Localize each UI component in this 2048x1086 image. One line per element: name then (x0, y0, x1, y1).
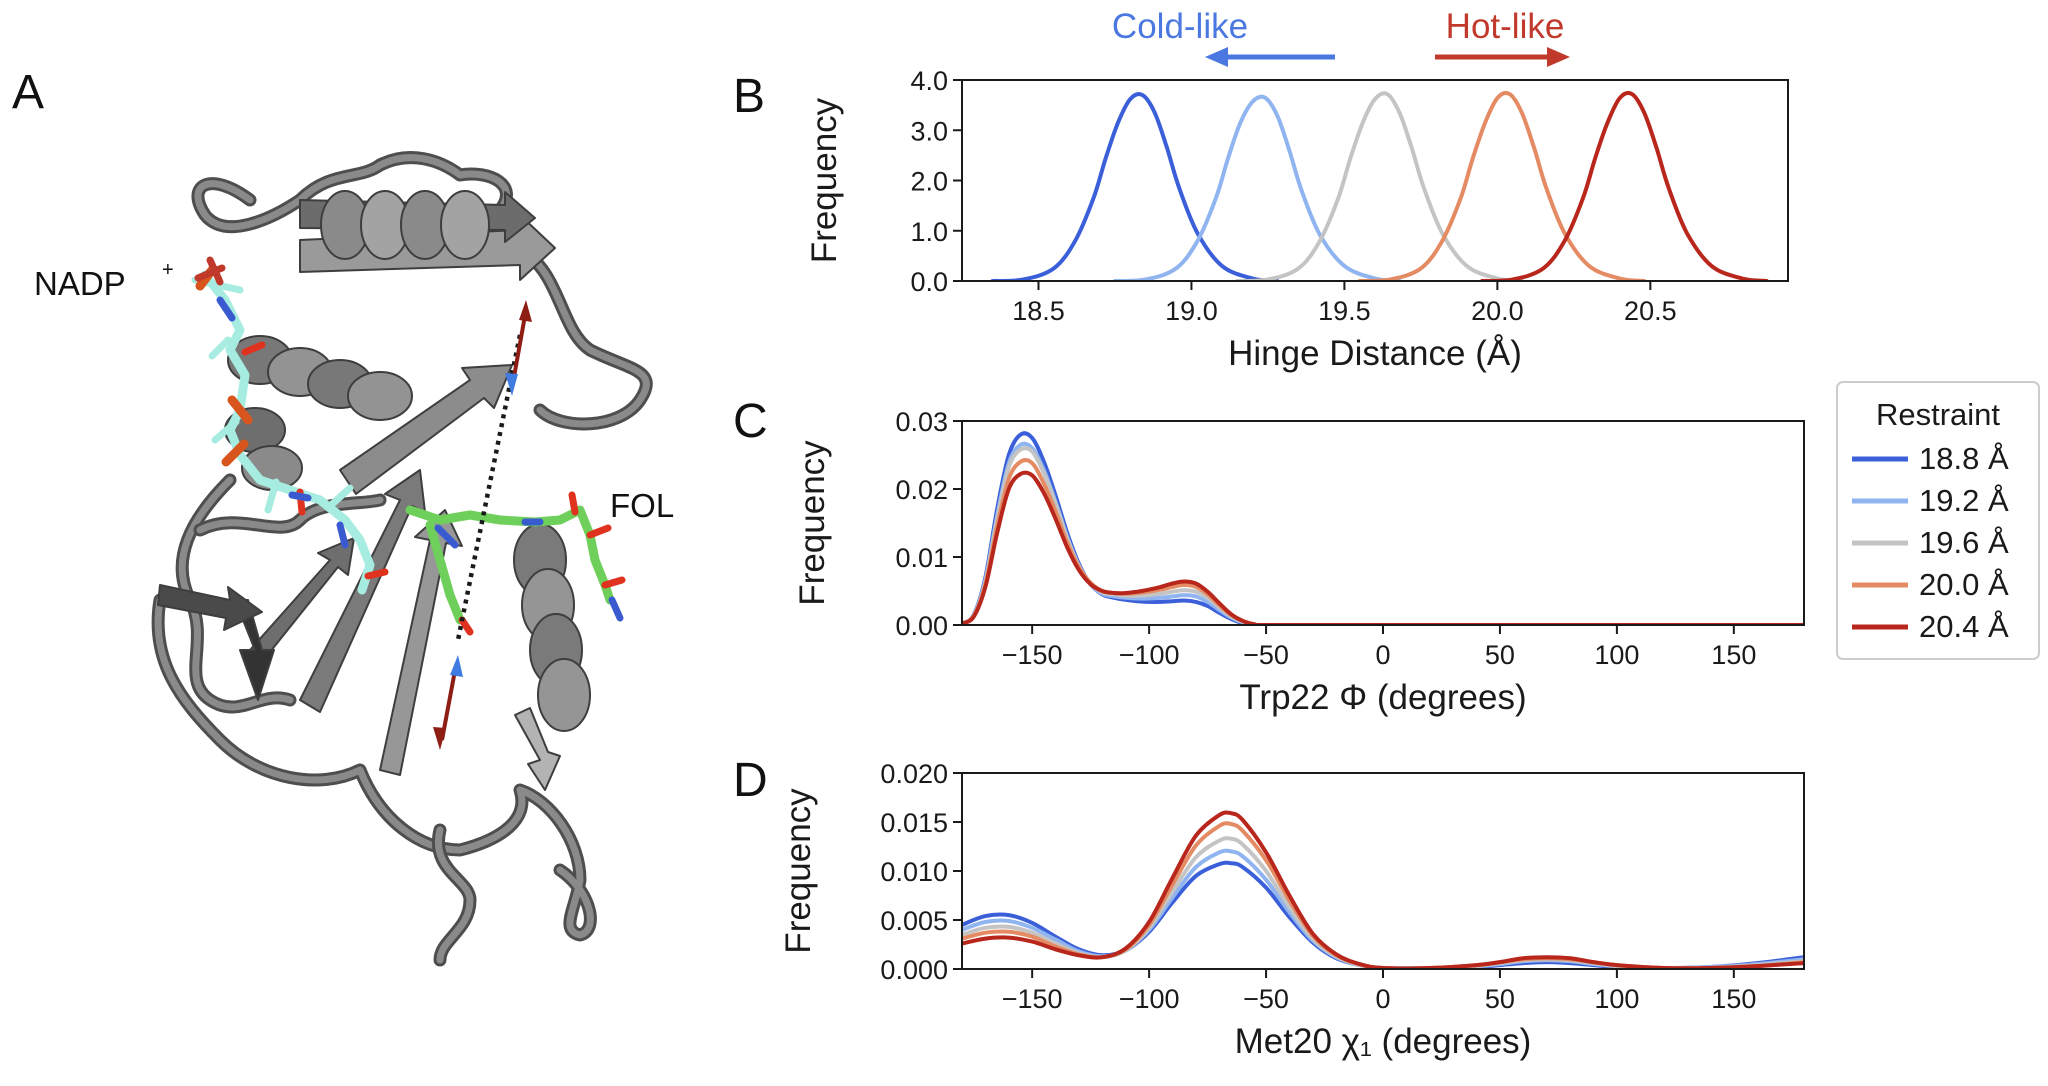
legend: Restraint 18.8 Å 19.2 Å 19.6 Å 20.0 Å 20.4 Å (1836, 381, 2040, 660)
x-tick-label: −50 (1243, 984, 1289, 1014)
x-tick-label: 0 (1375, 984, 1390, 1014)
y-tick-label: 0.005 (880, 906, 948, 936)
panel-label-b: B (733, 70, 765, 123)
cold-hot-direction-arrows: Cold-like Hot-like (1112, 7, 1570, 67)
protein-structure-illustration: A (12, 66, 674, 967)
legend-item-label: 18.8 Å (1919, 441, 2009, 476)
x-tick-label: −50 (1243, 640, 1289, 670)
y-tick-label: 1.0 (910, 217, 948, 247)
series-group (962, 810, 1804, 969)
y-tick-label: 0.01 (895, 543, 948, 573)
y-tick-label: 0.020 (880, 759, 948, 789)
series-line-3 (962, 446, 1804, 625)
y-tick-label: 0.015 (880, 808, 948, 838)
hot-like-arrowhead (1547, 47, 1570, 67)
y-tick-label: 0.0 (910, 267, 948, 297)
y-tick-label: 4.0 (910, 66, 948, 96)
x-tick-label: 50 (1485, 984, 1515, 1014)
series-line-1 (962, 431, 1804, 625)
plot-frame (961, 772, 1805, 970)
x-axis-title: Hinge Distance (Å) (1228, 334, 1522, 373)
y-axis-title: Frequency (793, 440, 832, 606)
y-tick-label: 0.02 (895, 475, 948, 505)
series-line-4 (962, 458, 1804, 625)
x-tick-label: 20.5 (1624, 296, 1677, 326)
x-axis-title: Trp22 Φ (degrees) (1239, 678, 1526, 717)
chart-trp22-phi: C −150 −100 −50 0 50 100 150 0.00 0.01 0.02 0.03 Tr… (733, 395, 1805, 717)
x-tick-label: 150 (1711, 640, 1756, 670)
x-tick-label: 18.5 (1012, 296, 1065, 326)
series-line-3 (962, 836, 1804, 969)
legend-title: Restraint (1876, 397, 2000, 432)
hinge-distance-indicator (433, 300, 532, 750)
folate-ligand-sticks (405, 491, 626, 636)
x-tick-label: 20.0 (1471, 296, 1524, 326)
x-tick-label: 100 (1594, 984, 1639, 1014)
nadp-label: NADP (34, 265, 126, 302)
x-tick-label: 19.5 (1318, 296, 1371, 326)
legend-frame (1836, 381, 2040, 660)
y-tick-label: 3.0 (910, 116, 948, 146)
series-line-5 (1480, 90, 1769, 281)
y-axis-title: Frequency (805, 97, 844, 263)
legend-item-label: 19.2 Å (1919, 483, 2009, 518)
y-tick-label: 0.010 (880, 857, 948, 887)
panel-label-a: A (12, 66, 44, 119)
y-axis-title: Frequency (779, 788, 818, 954)
series-line-4 (962, 821, 1804, 969)
series-line-5 (962, 470, 1804, 625)
series-group (990, 90, 1769, 281)
series-line-5 (962, 810, 1804, 969)
y-tick-label: 0.00 (895, 611, 948, 641)
chart-met20-chi1: D −150 −100 −50 0 50 100 150 0.000 0.005 0.010 0.0… (733, 754, 1805, 1061)
x-tick-label: −150 (1002, 640, 1063, 670)
x-tick-label: −100 (1119, 640, 1180, 670)
series-line-1 (990, 92, 1280, 281)
x-tick-label: 50 (1485, 640, 1515, 670)
protein-alpha-helices (224, 190, 591, 732)
legend-item-label: 20.4 Å (1919, 609, 2009, 644)
legend-item-label: 20.0 Å (1919, 567, 2009, 602)
y-tick-label: 2.0 (910, 167, 948, 197)
x-tick-label: −150 (1002, 984, 1063, 1014)
legend-item-label: 19.6 Å (1919, 525, 2009, 560)
chart-hinge-distance: B 18.5 19.0 19.5 20.0 20.5 0.0 1.0 2.0 3.0 4.0 Hin… (733, 66, 1789, 373)
fol-label: FOL (610, 487, 674, 524)
hot-like-label: Hot-like (1446, 7, 1565, 46)
series-line-2 (962, 441, 1804, 625)
y-tick-label: 0.000 (880, 955, 948, 985)
cold-like-label: Cold-like (1112, 7, 1248, 46)
panel-label-c: C (733, 395, 768, 448)
plot-frame (961, 420, 1805, 626)
series-line-3 (1235, 91, 1524, 281)
x-tick-label: 0 (1375, 640, 1390, 670)
series-group (962, 431, 1804, 625)
cold-like-arrowhead (1205, 47, 1228, 67)
x-tick-label: 19.0 (1165, 296, 1218, 326)
x-tick-label: 150 (1711, 984, 1756, 1014)
x-tick-label: 100 (1594, 640, 1639, 670)
protein-loops (151, 151, 653, 967)
series-line-4 (1357, 90, 1647, 281)
x-tick-label: −100 (1119, 984, 1180, 1014)
y-tick-label: 0.03 (895, 407, 948, 437)
x-axis-title: Met20 χ₁ (degrees) (1235, 1022, 1532, 1061)
panel-label-d: D (733, 754, 768, 807)
nadp-ligand-sticks (191, 256, 389, 595)
series-line-2 (1113, 94, 1402, 281)
nadp-label-superscript: + (162, 259, 174, 281)
